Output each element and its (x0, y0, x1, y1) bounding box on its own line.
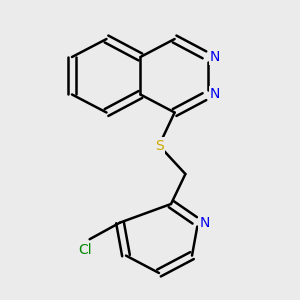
Text: N: N (210, 88, 220, 101)
Text: S: S (154, 139, 164, 152)
Text: N: N (200, 216, 210, 230)
Text: Cl: Cl (79, 243, 92, 257)
Text: N: N (210, 50, 220, 64)
